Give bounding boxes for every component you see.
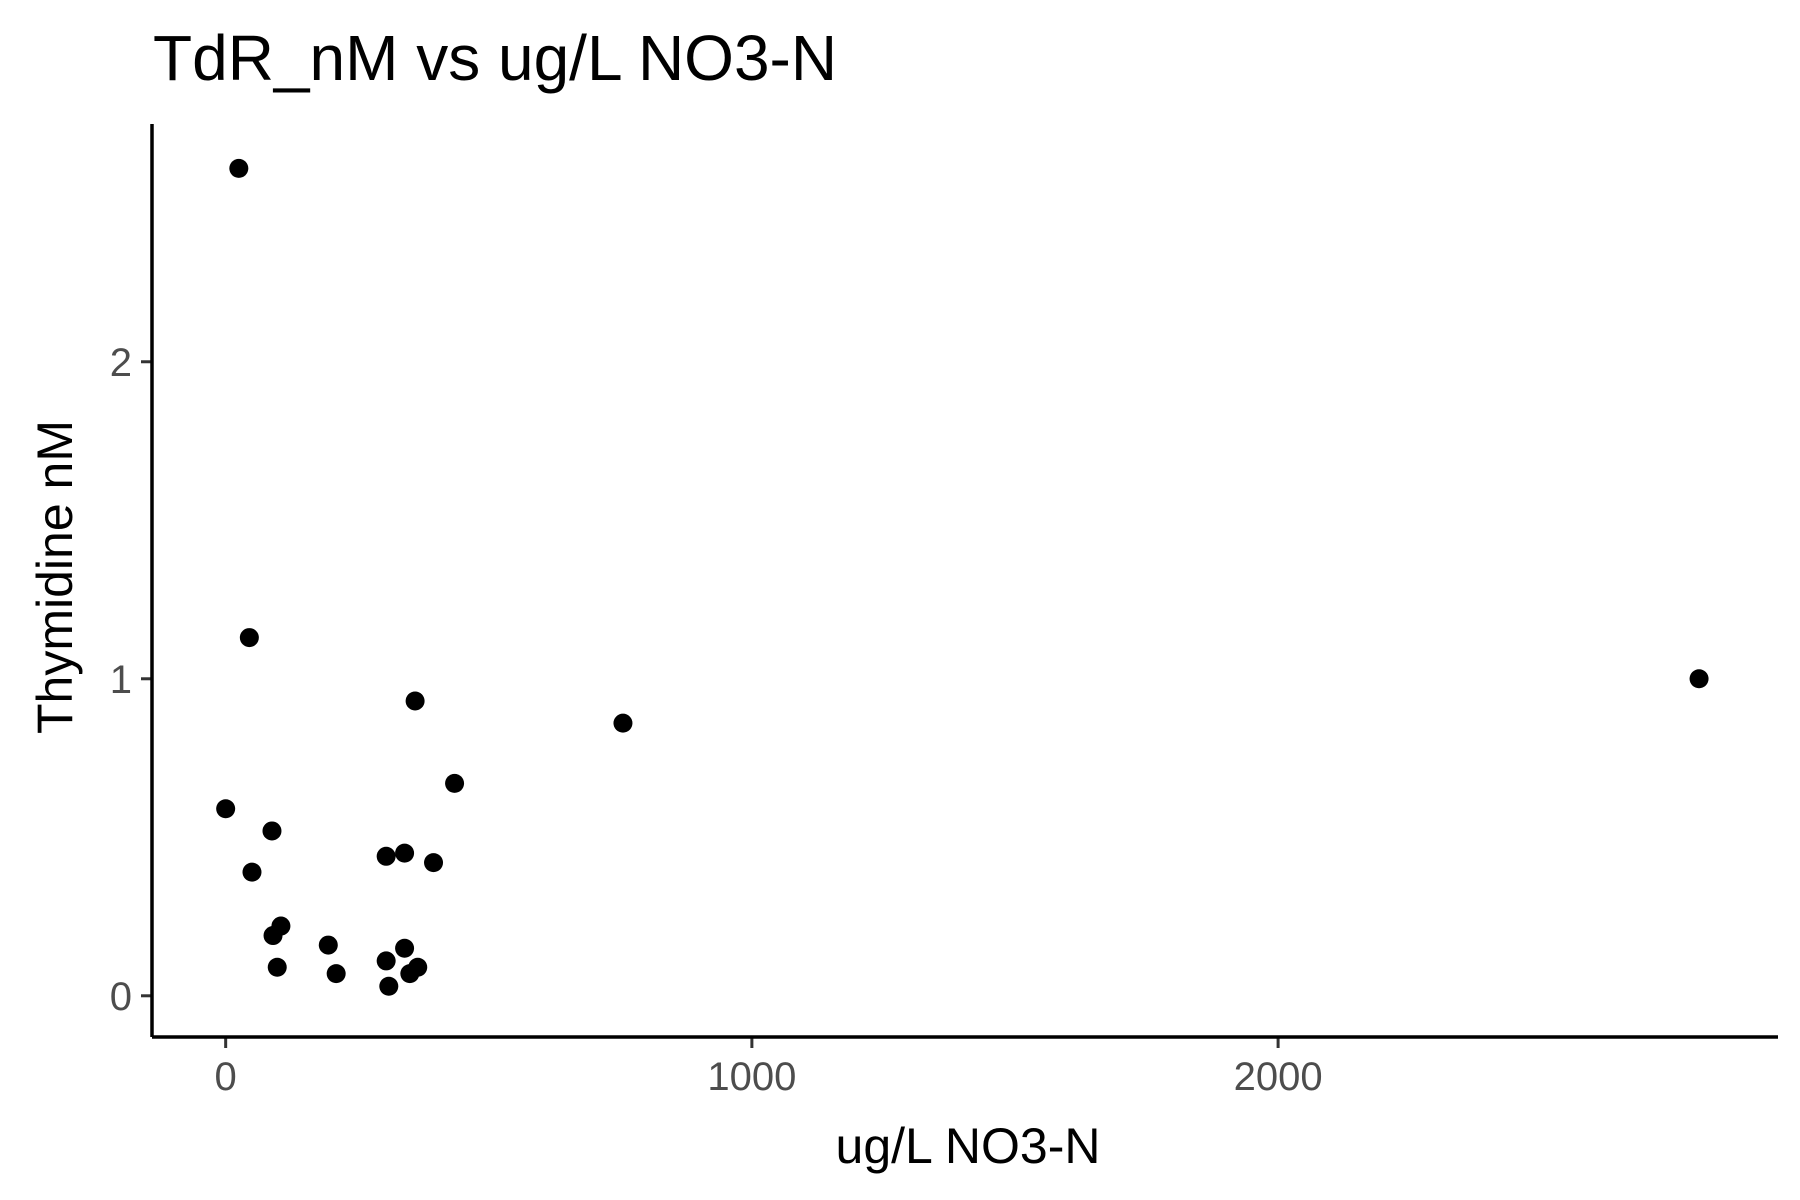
data-points	[216, 158, 1709, 996]
y-tick-label: 0	[110, 975, 132, 1019]
scatter-point	[262, 821, 282, 841]
scatter-point	[424, 853, 444, 873]
scatter-point	[1689, 669, 1709, 689]
x-axis-ticks: 0 1000 2000	[215, 1037, 1323, 1099]
scatter-point	[242, 862, 262, 882]
scatter-point	[318, 935, 338, 955]
x-tick-label: 1000	[707, 1055, 796, 1099]
x-axis-label: ug/L NO3-N	[836, 1118, 1101, 1174]
scatter-point	[408, 957, 428, 977]
scatter-point	[267, 957, 287, 977]
y-tick-label: 1	[110, 658, 132, 702]
scatter-point	[229, 158, 249, 178]
scatter-point	[376, 951, 396, 971]
scatter-point	[271, 916, 291, 936]
scatter-point	[379, 976, 399, 996]
scatter-point	[445, 773, 465, 793]
x-tick-label: 2000	[1234, 1055, 1323, 1099]
y-axis-ticks: 0 1 2	[110, 341, 152, 1019]
chart-title: TdR_nM vs ug/L NO3-N	[153, 22, 837, 94]
scatter-point	[395, 843, 415, 863]
y-axis-label: Thymidine nM	[27, 420, 83, 734]
scatter-point	[326, 964, 346, 984]
y-tick-label: 2	[110, 341, 132, 385]
scatter-point	[216, 799, 236, 819]
scatter-point	[405, 691, 425, 711]
x-tick-label: 0	[215, 1055, 237, 1099]
scatter-point	[239, 628, 259, 648]
scatter-point	[395, 938, 415, 958]
scatter-point	[376, 846, 396, 866]
scatter-point	[613, 713, 633, 733]
